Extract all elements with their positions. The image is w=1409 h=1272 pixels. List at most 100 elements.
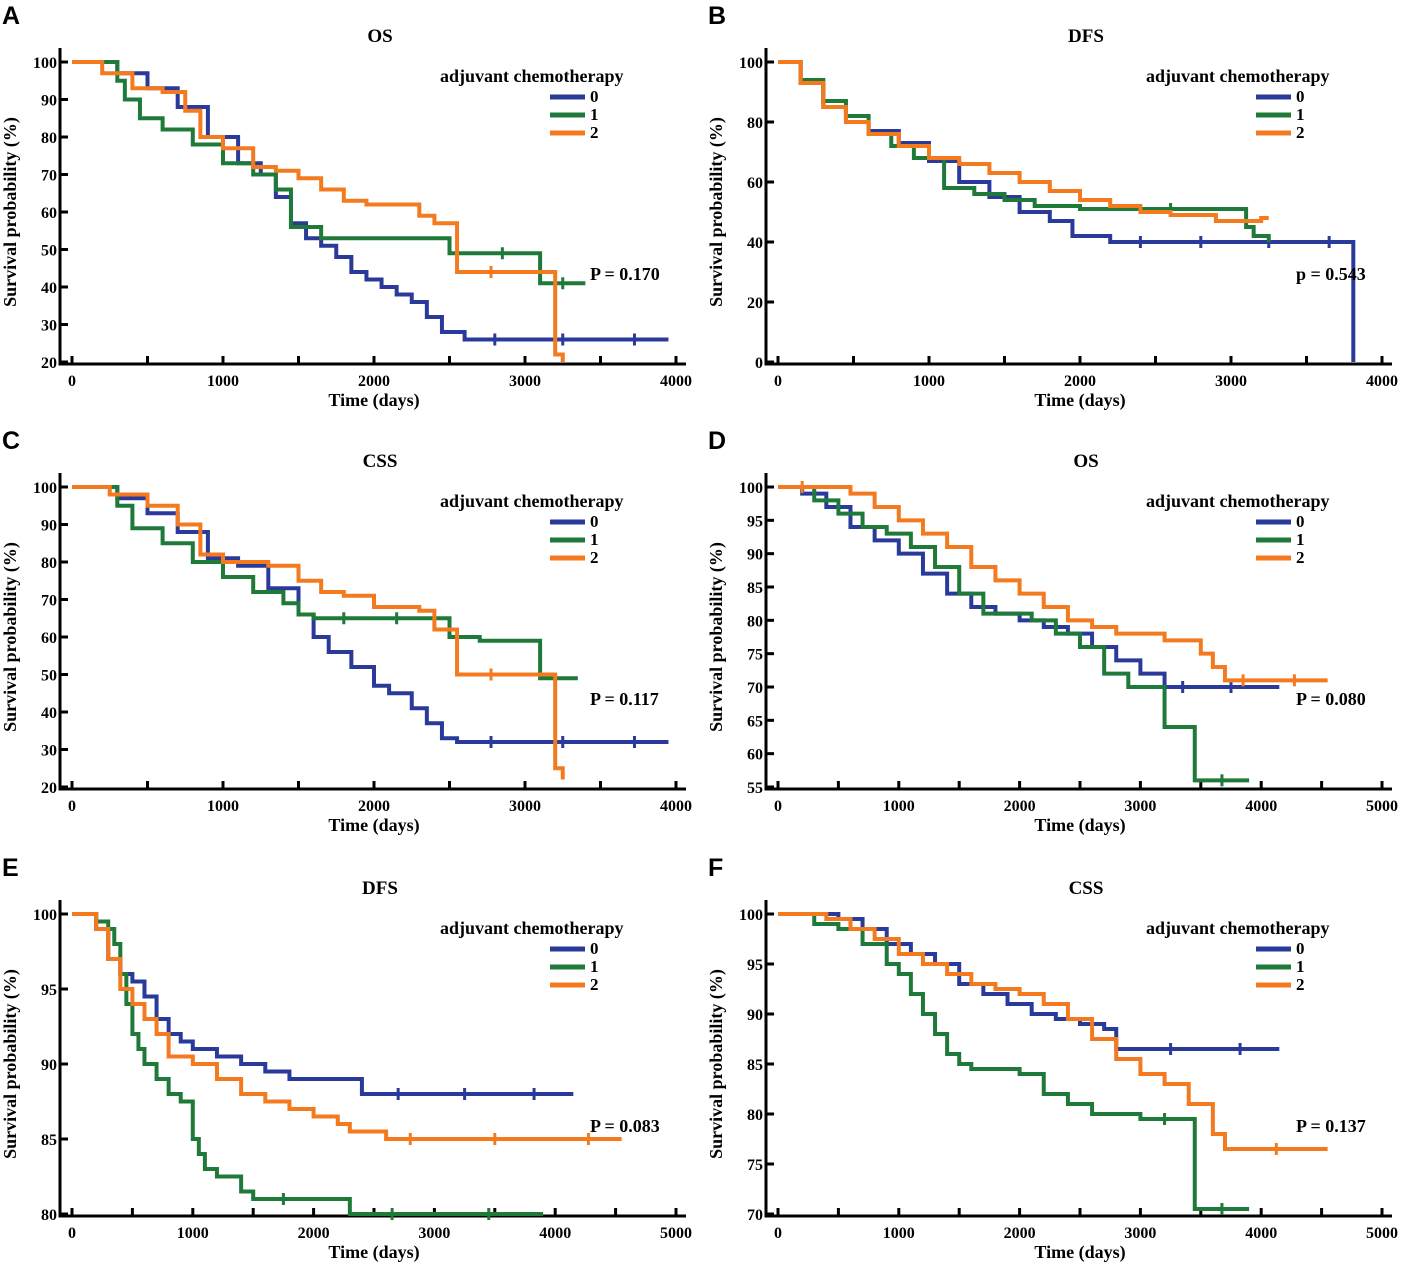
series-line-d-1 — [778, 485, 1250, 783]
p-value-b: p = 0.543 — [1296, 264, 1366, 284]
y-tick-label-e-4: 100 — [33, 907, 57, 924]
chart-title-d: OS — [1073, 451, 1098, 472]
y-tick-label-f-3: 85 — [747, 1057, 763, 1074]
series-line-a-0 — [72, 60, 669, 342]
series-line-c-2 — [72, 485, 565, 780]
x-tick-label-b-4: 4000 — [1366, 373, 1398, 390]
x-tick-label-d-2: 2000 — [1004, 798, 1036, 815]
p-value-a: P = 0.170 — [590, 264, 660, 284]
y-tick-label-a-5: 70 — [41, 168, 57, 185]
axis-lines-b — [764, 48, 1392, 366]
axis-lines-a — [58, 48, 686, 366]
series-line-d-2 — [778, 485, 1328, 683]
y-axis-label-a: Survival probability (%) — [0, 117, 21, 307]
y-tick-label-a-2: 40 — [41, 280, 57, 297]
panel-letter-c: C — [2, 427, 20, 455]
y-tick-label-b-4: 80 — [747, 115, 763, 132]
x-tick-label-a-3: 3000 — [509, 373, 541, 390]
y-tick-label-d-5: 80 — [747, 613, 763, 630]
legend-label-e-2: 2 — [590, 975, 599, 994]
x-tick-label-f-1: 1000 — [883, 1225, 915, 1242]
x-tick-label-c-2: 2000 — [358, 798, 390, 815]
series-line-b-2 — [778, 60, 1269, 223]
y-tick-label-d-0: 55 — [747, 780, 763, 797]
series-line-c-1 — [72, 485, 578, 681]
series-line-e-0 — [72, 912, 574, 1096]
x-tick-label-b-1: 1000 — [913, 373, 945, 390]
legend-label-c-1: 1 — [590, 530, 599, 549]
x-tick-label-f-0: 0 — [774, 1225, 782, 1242]
x-tick-label-f-3: 3000 — [1124, 1225, 1156, 1242]
y-tick-label-d-8: 95 — [747, 513, 763, 530]
legend-label-f-0: 0 — [1296, 939, 1305, 958]
x-tick-label-a-4: 4000 — [660, 373, 692, 390]
y-tick-label-a-3: 50 — [41, 243, 57, 260]
y-tick-label-e-0: 80 — [41, 1207, 57, 1224]
axis-lines-d — [764, 473, 1392, 791]
x-axis-label-b: Time (days) — [1034, 390, 1125, 411]
legend-label-a-2: 2 — [590, 123, 599, 142]
x-tick-label-d-4: 4000 — [1245, 798, 1277, 815]
y-tick-label-a-1: 30 — [41, 318, 57, 335]
y-tick-label-e-2: 90 — [41, 1057, 57, 1074]
y-tick-label-d-1: 60 — [747, 747, 763, 764]
legend-label-f-1: 1 — [1296, 957, 1305, 976]
legend-label-a-1: 1 — [590, 105, 599, 124]
legend-title-f: adjuvant chemotherapy — [1146, 918, 1330, 938]
y-tick-label-d-2: 65 — [747, 713, 763, 730]
panel-letter-d: D — [708, 427, 726, 455]
y-axis-label-d: Survival probability (%) — [706, 542, 727, 732]
series-line-e-2 — [72, 912, 622, 1141]
panel-b: B DFS 0 20 40 60 80 100 0 1000 2000 3000 4000 Time (d… — [706, 0, 1406, 420]
p-value-e: P = 0.083 — [590, 1116, 660, 1136]
y-tick-label-d-6: 85 — [747, 580, 763, 597]
x-tick-label-d-1: 1000 — [883, 798, 915, 815]
x-tick-label-d-3: 3000 — [1124, 798, 1156, 815]
x-tick-label-a-2: 2000 — [358, 373, 390, 390]
y-tick-label-a-4: 60 — [41, 205, 57, 222]
p-value-f: P = 0.137 — [1296, 1116, 1366, 1136]
panel-c: C CSS 20 30 40 50 60 70 80 90 100 0 1000 2000 3000 4000… — [0, 425, 700, 845]
x-tick-label-a-0: 0 — [68, 373, 76, 390]
x-tick-label-e-0: 0 — [68, 1225, 76, 1242]
x-tick-label-b-3: 3000 — [1215, 373, 1247, 390]
x-tick-label-f-2: 2000 — [1004, 1225, 1036, 1242]
y-axis-label-b: Survival probability (%) — [706, 117, 727, 307]
p-value-d: P = 0.080 — [1296, 689, 1366, 709]
legend-label-b-2: 2 — [1296, 123, 1305, 142]
y-tick-label-c-6: 80 — [41, 555, 57, 572]
x-axis-label-c: Time (days) — [328, 815, 419, 836]
y-tick-label-b-3: 60 — [747, 175, 763, 192]
x-axis-label-e: Time (days) — [328, 1242, 419, 1263]
legend-label-c-0: 0 — [590, 512, 599, 531]
x-tick-label-c-1: 1000 — [207, 798, 239, 815]
panel-f: F CSS 70 75 80 85 90 95 100 0 1000 2000 3000 4000 5000… — [706, 852, 1406, 1272]
x-axis-label-a: Time (days) — [328, 390, 419, 411]
x-tick-label-a-1: 1000 — [207, 373, 239, 390]
chart-title-b: DFS — [1068, 26, 1104, 47]
x-tick-label-e-4: 4000 — [539, 1225, 571, 1242]
y-axis-label-f: Survival probability (%) — [706, 969, 727, 1159]
y-tick-label-a-0: 20 — [41, 355, 57, 372]
x-tick-label-f-4: 4000 — [1245, 1225, 1277, 1242]
x-tick-label-f-5: 5000 — [1366, 1225, 1398, 1242]
y-tick-label-a-6: 80 — [41, 130, 57, 147]
panel-letter-e: E — [2, 854, 19, 882]
y-tick-label-f-1: 75 — [747, 1157, 763, 1174]
legend-label-d-1: 1 — [1296, 530, 1305, 549]
y-tick-label-c-2: 40 — [41, 705, 57, 722]
y-tick-label-c-4: 60 — [41, 630, 57, 647]
chart-title-e: DFS — [362, 878, 398, 899]
x-tick-label-e-2: 2000 — [298, 1225, 330, 1242]
x-tick-label-e-3: 3000 — [418, 1225, 450, 1242]
y-tick-label-b-2: 40 — [747, 235, 763, 252]
series-line-e-1 — [72, 912, 544, 1216]
x-tick-label-c-4: 4000 — [660, 798, 692, 815]
panel-letter-b: B — [708, 2, 726, 30]
x-axis-label-d: Time (days) — [1034, 815, 1125, 836]
